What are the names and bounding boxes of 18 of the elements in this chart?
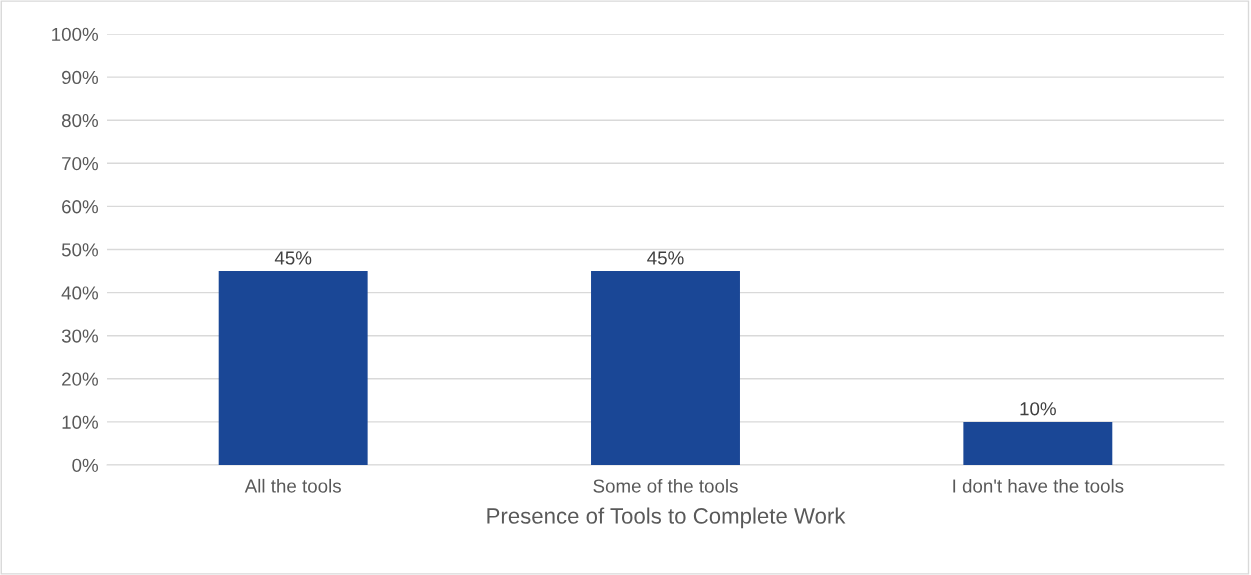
y-tick-label: 0% xyxy=(72,458,98,472)
x-axis-title: Presence of Tools to Complete Work xyxy=(487,507,846,529)
y-tick-label: 100% xyxy=(52,27,98,41)
y-tick-label: 90% xyxy=(62,70,98,85)
y-tick-label: 30% xyxy=(61,329,98,343)
y-tick-label: 50% xyxy=(61,243,98,257)
y-tick-label: 70% xyxy=(62,157,98,171)
y-tick-label: 10% xyxy=(62,415,98,429)
data-label: 10% xyxy=(1020,402,1056,416)
x-tick-label: Some of the tools xyxy=(593,478,738,493)
y-tick-label: 80% xyxy=(61,113,98,128)
x-tick-label: All the tools xyxy=(244,478,341,493)
y-tick-label: 60% xyxy=(62,200,98,214)
data-label: 45% xyxy=(274,251,312,265)
data-label: 45% xyxy=(647,251,684,265)
y-tick-label: 20% xyxy=(62,372,98,386)
y-tick-label: 40% xyxy=(61,286,98,300)
x-tick-label: I don't have the tools xyxy=(953,478,1124,493)
